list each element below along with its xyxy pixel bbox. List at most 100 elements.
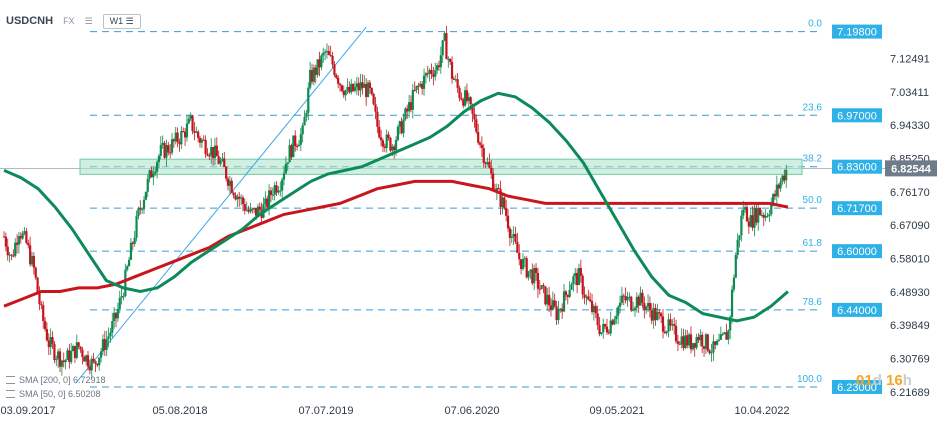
candle-body	[419, 83, 422, 87]
candle-body	[14, 242, 17, 257]
candle-body	[230, 180, 233, 193]
candle-body	[225, 167, 228, 179]
candle-body	[122, 296, 125, 298]
candle-body	[23, 231, 26, 234]
timeframe-label: W1	[109, 15, 124, 26]
candle-body	[661, 316, 665, 332]
candle-body	[477, 131, 480, 143]
candle-body	[197, 131, 200, 139]
candle-body	[424, 73, 427, 76]
candle-body	[310, 69, 314, 82]
candle-body	[622, 295, 625, 297]
market-label: FX	[63, 16, 75, 26]
indicator-menu-icon[interactable]	[6, 376, 15, 384]
candle-body	[413, 89, 416, 91]
fib-pct-label: 0.0	[808, 19, 822, 30]
menu-icon[interactable]: ☰	[84, 15, 93, 26]
candle-body	[745, 207, 749, 222]
candle-body	[277, 190, 280, 193]
candle-body	[740, 215, 743, 236]
candle-body	[68, 350, 71, 363]
candle-body	[785, 169, 788, 181]
candle-body	[198, 138, 202, 143]
candle-body	[290, 145, 293, 158]
indicator-menu-icon[interactable]	[6, 390, 15, 398]
candle-body	[635, 296, 638, 308]
candle-body	[219, 160, 222, 164]
candle-body	[764, 215, 767, 218]
candle-body	[706, 334, 709, 351]
candle-body	[505, 207, 508, 216]
candle-body	[141, 209, 144, 211]
candle-body	[702, 346, 706, 349]
candle-body	[639, 292, 642, 306]
candle-body	[92, 358, 95, 361]
candle-body	[372, 93, 375, 105]
candle-body	[615, 315, 618, 320]
axis-layer: 7.19800 6.97000 6.83000 6.71700 6.60000 6.440…	[0, 24, 937, 417]
candle-body	[590, 301, 594, 313]
level-box-label: 6.83000	[837, 162, 877, 174]
timer-hours: 16	[886, 372, 903, 389]
candle-body	[540, 285, 543, 290]
candle-body	[714, 341, 717, 345]
y-tick-label: 6.94330	[890, 120, 930, 132]
candle-body	[353, 87, 357, 91]
candle-body	[213, 145, 217, 159]
candle-body	[279, 190, 282, 192]
candle-body	[70, 350, 73, 363]
candle-body	[512, 233, 515, 237]
x-tick-label: 03.09.2017	[0, 405, 55, 417]
candle-body	[598, 325, 601, 335]
candle-body	[249, 209, 252, 212]
candle-body	[284, 164, 287, 174]
candle-body	[609, 320, 612, 334]
candle-body	[292, 135, 295, 158]
legend-sma50[interactable]: SMA [50, 0] 6.50208	[6, 389, 101, 399]
candle-body	[546, 294, 549, 305]
candle-body	[169, 152, 172, 154]
candle-body	[185, 123, 189, 138]
candle-body	[534, 268, 538, 274]
candle-body	[480, 144, 484, 149]
sma-layer	[3, 91, 789, 323]
symbol-label[interactable]: USDCNH	[6, 15, 54, 27]
candle-body	[159, 144, 162, 156]
candle-body	[232, 192, 235, 196]
candle-body	[447, 58, 450, 60]
candle-body	[146, 178, 149, 192]
candle-body	[113, 312, 116, 322]
candle-body	[426, 73, 429, 75]
candle-body	[234, 195, 237, 200]
candle-body	[527, 271, 530, 278]
candle-body	[183, 131, 187, 138]
candle-body	[111, 321, 114, 333]
last-price-box	[885, 160, 937, 177]
candle-body	[611, 320, 614, 325]
x-tick-label: 07.06.2020	[444, 405, 499, 417]
candle-body	[439, 55, 442, 68]
legend-sma200[interactable]: SMA [200, 0] 6.72918	[6, 375, 106, 385]
candle-body	[221, 158, 224, 161]
candle-body	[62, 360, 65, 363]
candle-body	[478, 142, 482, 145]
y-tick-label: 6.67090	[890, 220, 930, 232]
candle-body	[467, 97, 470, 102]
candle-body	[96, 363, 99, 366]
timeframe-selector[interactable]: W1 ☰	[102, 13, 141, 29]
trendline	[75, 26, 367, 384]
candle-body	[4, 236, 7, 247]
candle-body	[170, 139, 174, 153]
candle-body	[506, 215, 510, 229]
candle-body	[43, 320, 47, 330]
candle-body	[94, 360, 97, 364]
candle-body	[671, 324, 674, 326]
candle-body	[600, 332, 603, 335]
candle-body	[329, 54, 332, 56]
candle-body	[486, 161, 489, 164]
candle-body	[126, 266, 129, 270]
y-tick-label: 6.48930	[890, 287, 930, 299]
sma50-line	[3, 91, 789, 323]
